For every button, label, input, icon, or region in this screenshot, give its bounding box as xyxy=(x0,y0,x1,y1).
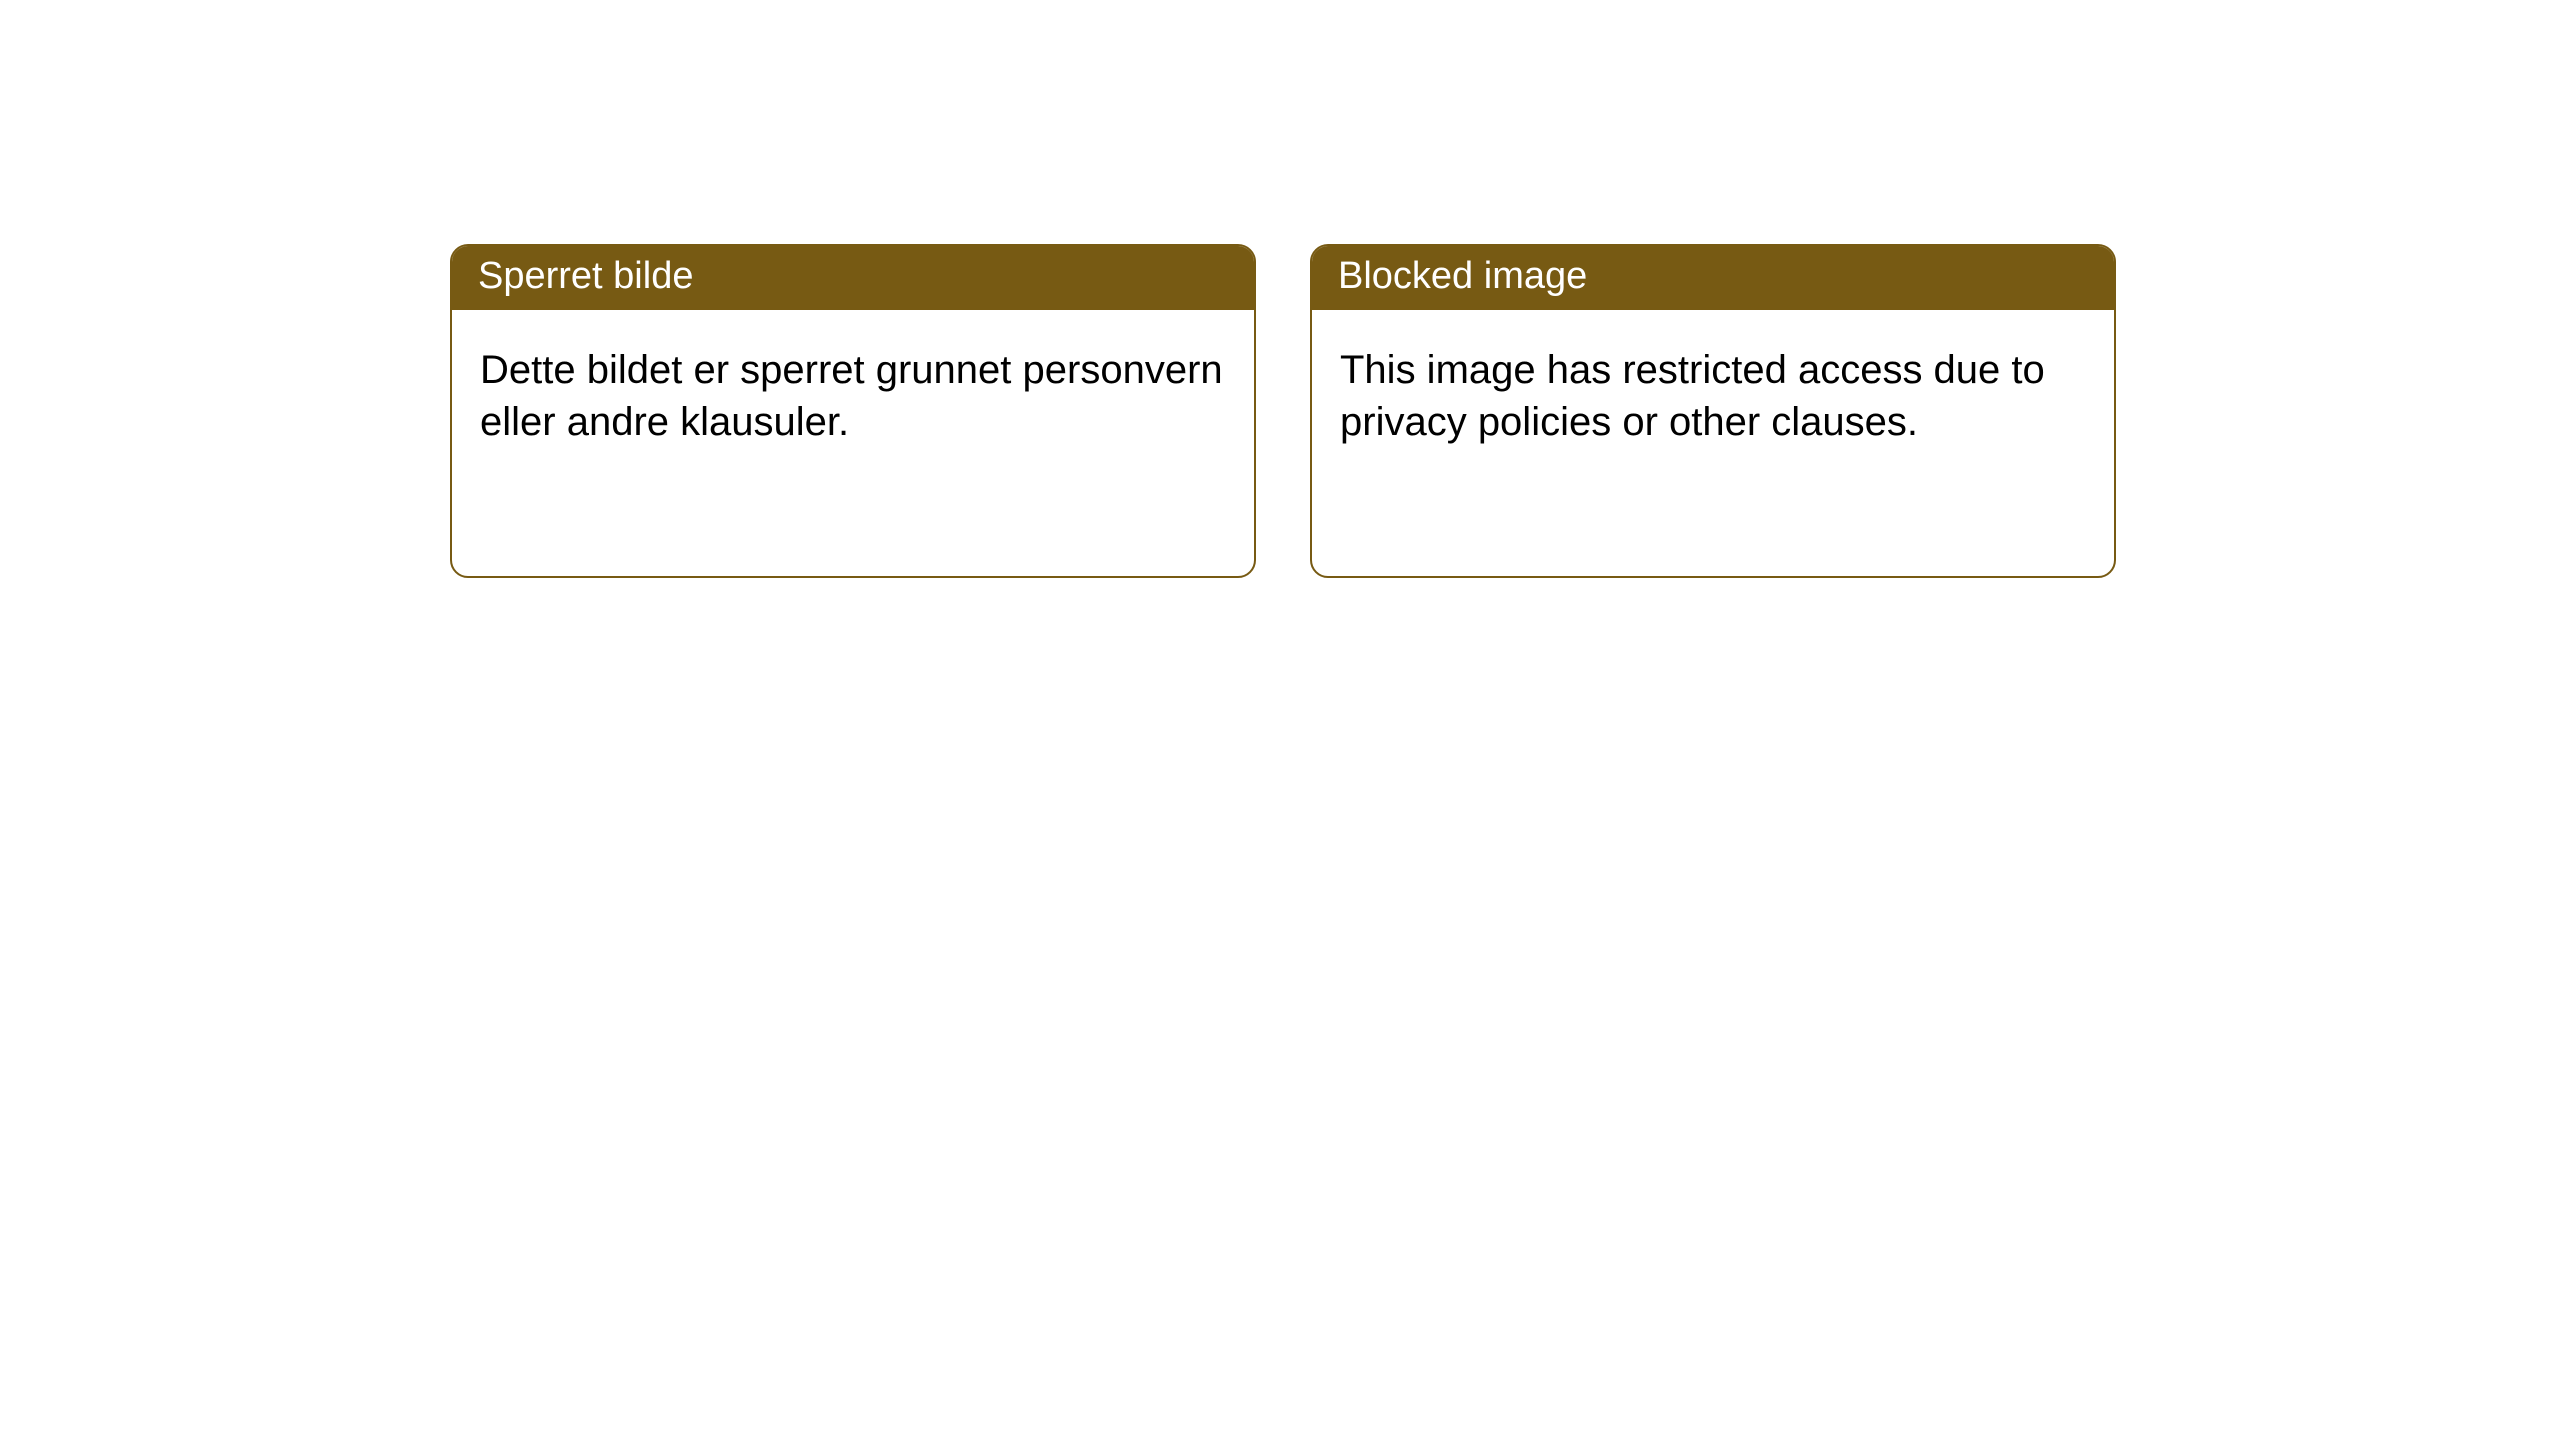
notice-container: Sperret bilde Dette bildet er sperret gr… xyxy=(0,0,2560,578)
notice-body: Dette bildet er sperret grunnet personve… xyxy=(452,310,1254,482)
notice-title: Blocked image xyxy=(1312,246,2114,310)
notice-card-english: Blocked image This image has restricted … xyxy=(1310,244,2116,578)
notice-body: This image has restricted access due to … xyxy=(1312,310,2114,482)
notice-card-norwegian: Sperret bilde Dette bildet er sperret gr… xyxy=(450,244,1256,578)
notice-title: Sperret bilde xyxy=(452,246,1254,310)
